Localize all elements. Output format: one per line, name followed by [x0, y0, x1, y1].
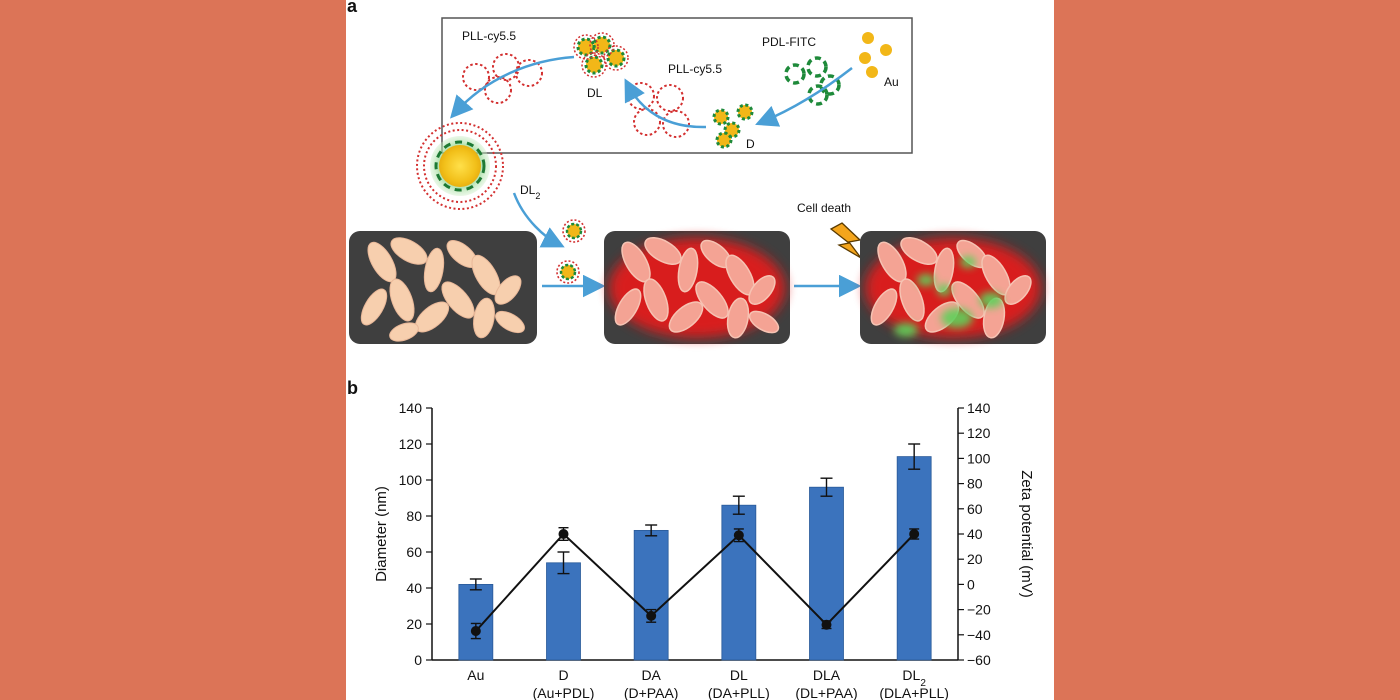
right-tick-label: 140 — [967, 400, 991, 416]
left-tick-label: 140 — [399, 400, 423, 416]
bar-dl2 — [896, 456, 932, 661]
x-tick-label: DL2 — [902, 667, 926, 689]
bar-au — [458, 583, 494, 661]
right-tick-label: 80 — [967, 476, 983, 492]
dl2-label: DL2 — [520, 183, 540, 201]
right-tick-label: 0 — [967, 576, 975, 592]
panel-a-label: a — [347, 0, 358, 16]
dl2-particle — [416, 122, 504, 210]
arrow-dl2-down — [512, 192, 565, 248]
x-tick-sublabel: (Au+PDL) — [533, 685, 595, 700]
left-tick-label: 120 — [399, 436, 423, 452]
au-particles — [859, 32, 892, 78]
bar-error-bar — [469, 578, 482, 591]
pll-cy55-mid-label: PLL-cy5.5 — [668, 62, 722, 76]
right-tick-label: −60 — [967, 652, 991, 668]
left-tick-label: 40 — [406, 580, 422, 596]
pll-cy55-top-label: PLL-cy5.5 — [462, 29, 516, 43]
schematic-diagram: PLL-cy5.5 DL PLL-cy5.5 PDL-FITC Au D DL2… — [349, 17, 1046, 344]
right-tick-label: 120 — [967, 425, 991, 441]
dl2-small-particles — [556, 219, 586, 284]
cells-untreated — [360, 237, 525, 342]
dl-label: DL — [587, 86, 603, 100]
x-tick-label: DA — [641, 667, 661, 683]
au-label: Au — [884, 75, 899, 89]
right-tick-label: 20 — [967, 551, 983, 567]
x-tick-label: DL — [730, 667, 748, 683]
left-tick-label: 20 — [406, 616, 422, 632]
arrow-d-to-pll — [624, 78, 707, 129]
d-label: D — [746, 137, 755, 151]
right-tick-label: 40 — [967, 526, 983, 542]
bar-error-bar — [908, 443, 921, 470]
x-tick-sublabel: (DL+PAA) — [795, 685, 857, 700]
left-tick-label: 60 — [406, 544, 422, 560]
bar-d — [546, 562, 581, 661]
lightning-bolt-icon — [829, 222, 862, 259]
x-tick-sublabel: (D+PAA) — [624, 685, 679, 700]
zeta-point — [470, 626, 481, 637]
right-tick-label: −20 — [967, 602, 991, 618]
left-tick-label: 0 — [414, 652, 422, 668]
d-particles — [712, 103, 754, 149]
cell-death-label: Cell death — [797, 201, 851, 215]
bar-error-bar — [732, 495, 745, 515]
bar-error-bar — [645, 524, 658, 537]
left-tick-label: 80 — [406, 508, 422, 524]
x-tick-sublabel: (DLA+PLL) — [879, 685, 949, 700]
zeta-point — [646, 610, 657, 621]
bar-dla — [809, 486, 844, 661]
zeta-point — [733, 530, 744, 541]
bar-da — [633, 529, 669, 661]
pdl-fitc-label: PDL-FITC — [762, 35, 816, 49]
pdl-fitc-rings — [784, 56, 841, 106]
right-axis-title: Zeta potential (mV) — [1018, 470, 1035, 598]
left-tick-label: 100 — [399, 472, 423, 488]
pll-rings-top — [462, 53, 543, 104]
zeta-point — [909, 529, 920, 539]
panel-b-label: b — [347, 378, 358, 398]
left-axis-title: Diameter (nm) — [373, 486, 390, 582]
synthesis-box — [441, 17, 913, 154]
x-tick-sublabel: (DA+PLL) — [708, 685, 770, 700]
right-tick-label: 100 — [967, 450, 991, 466]
dl-particle-cluster — [573, 32, 629, 78]
cell-dish-labeled — [604, 231, 790, 344]
zeta-line — [475, 532, 915, 632]
bar-error-bar — [557, 551, 570, 575]
size-zeta-chart: 0 20 40 60 80 100 120 140 −60 −40 −20 0 20 40 60 80 100 1… — [373, 400, 1035, 700]
figure-panel: a — [346, 0, 1054, 700]
green-dead-cell-signal — [894, 256, 1003, 337]
cell-dish-dead — [860, 231, 1046, 344]
x-tick-label: D — [558, 667, 568, 683]
x-tick-label: Au — [467, 667, 484, 683]
bar-error-bar — [820, 477, 833, 497]
cell-dish-untreated — [349, 231, 537, 344]
right-tick-label: 60 — [967, 501, 983, 517]
arrow-au-to-d — [755, 67, 853, 127]
arrow-dl-to-dl2 — [450, 55, 575, 119]
zeta-point — [558, 529, 569, 539]
zeta-point — [821, 619, 832, 630]
x-tick-label: DLA — [813, 667, 841, 683]
cells-labeled — [614, 237, 780, 339]
right-tick-label: −40 — [967, 627, 991, 643]
